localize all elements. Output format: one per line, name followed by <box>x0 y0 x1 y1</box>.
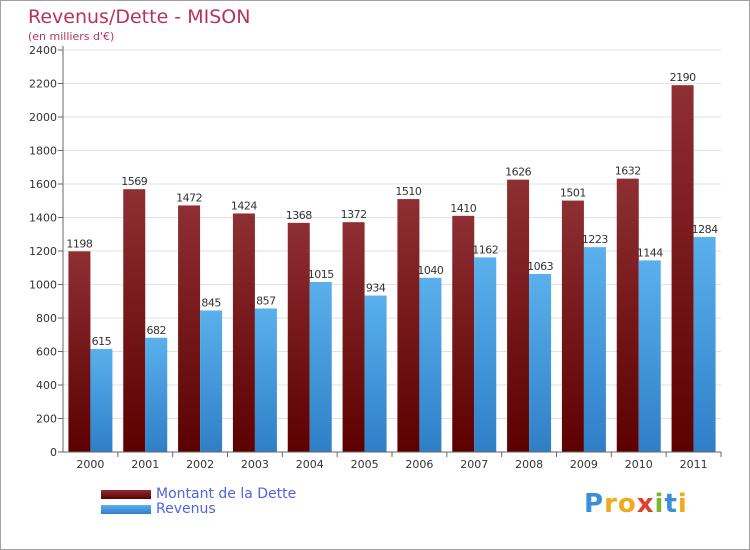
y-tick-label: 1200 <box>29 245 57 258</box>
logo-letter: i <box>654 489 665 519</box>
x-tick-label: 2006 <box>405 458 433 471</box>
legend-swatch-dette <box>101 490 151 499</box>
data-label: 682 <box>147 324 167 337</box>
x-tick-label: 2003 <box>241 458 269 471</box>
x-tick-label: 2007 <box>460 458 488 471</box>
bar-revenus <box>90 348 113 452</box>
data-label: 1372 <box>341 208 367 221</box>
bar-dette <box>616 178 639 452</box>
data-label: 1284 <box>692 223 718 236</box>
bar-dette <box>671 85 694 453</box>
grid-lines <box>63 49 721 453</box>
data-label: 1040 <box>417 264 443 277</box>
y-tick-label: 2000 <box>29 111 57 124</box>
data-label: 1472 <box>176 191 202 204</box>
x-tick-label: 2010 <box>625 458 653 471</box>
y-tick-label: 2200 <box>29 78 57 91</box>
logo-letter: o <box>617 489 637 519</box>
data-label: 1198 <box>66 237 92 250</box>
data-label: 1569 <box>121 175 147 188</box>
bar-dette <box>342 222 365 452</box>
data-label: 1410 <box>450 202 476 215</box>
data-label: 845 <box>201 296 221 309</box>
bar-dette <box>507 179 530 452</box>
chart-title: Revenus/Dette - MISON <box>28 6 251 28</box>
bar-revenus <box>145 337 168 452</box>
bar-dette <box>123 189 146 452</box>
x-tick-label: 2011 <box>680 458 708 471</box>
data-label: 934 <box>366 282 386 295</box>
x-tick-label: 2004 <box>296 458 324 471</box>
bar-revenus <box>364 295 387 452</box>
logo-letter: P <box>584 489 605 519</box>
data-label: 857 <box>256 294 276 307</box>
bar-dette <box>561 200 584 452</box>
y-tick-label: 1000 <box>29 279 57 292</box>
data-label: 615 <box>92 335 112 348</box>
legend-swatch-revenus <box>101 505 151 514</box>
bar-revenus <box>529 273 552 452</box>
data-label: 1510 <box>395 185 421 198</box>
y-tick-label: 200 <box>36 413 57 426</box>
data-label: 1626 <box>505 166 531 179</box>
data-label: 1063 <box>527 260 553 273</box>
bar-dette <box>178 205 201 452</box>
y-tick-label: 800 <box>36 312 57 325</box>
legend-label-dette: Montant de la Dette <box>156 486 297 502</box>
bar-dette <box>68 251 91 452</box>
bar-dette <box>397 199 420 452</box>
y-tick-label: 1800 <box>29 145 57 158</box>
y-tick-label: 600 <box>36 346 57 359</box>
x-tick-label: 2005 <box>351 458 379 471</box>
bar-revenus <box>693 236 716 452</box>
bar-revenus <box>583 247 606 452</box>
chart-subtitle: (en milliers d'€) <box>28 30 115 43</box>
data-label: 1501 <box>560 187 586 200</box>
bars: 1198 615 1569 682 1472 845 1424 857 1368 1015 1372… <box>66 71 719 453</box>
y-tick-label: 2400 <box>29 44 57 57</box>
data-label: 1223 <box>582 233 608 246</box>
x-tick-label: 2008 <box>515 458 543 471</box>
data-label: 2190 <box>670 71 696 84</box>
logo-letter: i <box>677 489 688 519</box>
data-label: 1144 <box>637 246 663 259</box>
bar-revenus <box>200 310 223 452</box>
bar-dette <box>452 215 475 452</box>
x-tick-label: 2002 <box>186 458 214 471</box>
data-label: 1368 <box>286 209 312 222</box>
x-tick-label: 2001 <box>131 458 159 471</box>
logo-letter: t <box>664 489 678 519</box>
axes: 0 200 400 600 800 1000 1200 1400 1600 1800 2000 220… <box>29 44 722 471</box>
data-label: 1162 <box>472 243 498 256</box>
legend-item-revenus: Revenus <box>101 502 296 517</box>
data-label: 1015 <box>308 268 334 281</box>
bar-revenus <box>638 260 661 452</box>
y-tick-label: 1400 <box>29 212 57 225</box>
bar-revenus <box>254 308 277 452</box>
y-tick-label: 0 <box>50 446 57 459</box>
x-tick-label: 2009 <box>570 458 598 471</box>
legend-item-dette: Montant de la Dette <box>101 487 296 502</box>
y-tick-label: 1600 <box>29 178 57 191</box>
x-tick-label: 2000 <box>76 458 104 471</box>
bar-dette <box>287 222 310 452</box>
bar-revenus <box>474 257 497 452</box>
logo-letter: x <box>636 489 655 519</box>
legend: Montant de la Dette Revenus <box>101 487 296 517</box>
data-label: 1424 <box>231 199 257 212</box>
proxiti-logo: Proxiti <box>584 489 688 519</box>
bar-revenus <box>309 281 332 452</box>
bar-revenus <box>419 277 442 452</box>
y-tick-label: 400 <box>36 379 57 392</box>
bar-dette <box>232 213 255 452</box>
legend-label-revenus: Revenus <box>156 501 216 517</box>
logo-letter: r <box>604 489 618 519</box>
data-label: 1632 <box>615 165 641 178</box>
